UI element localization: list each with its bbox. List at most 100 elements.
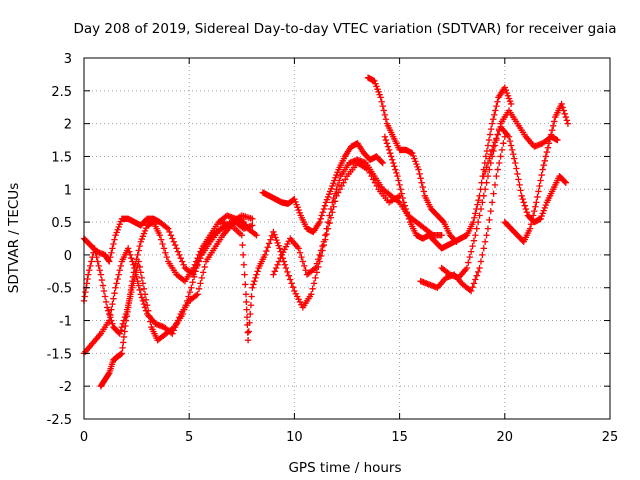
data-point-marker: [508, 146, 516, 154]
data-point-marker: [492, 107, 499, 114]
data-point-marker: [180, 261, 187, 268]
data-point-marker: [251, 277, 258, 285]
data-point-marker: [470, 280, 478, 287]
data-point-marker: [463, 264, 471, 272]
data-point-marker: [387, 153, 395, 160]
data-point-marker: [123, 312, 130, 320]
data-point-marker: [466, 253, 473, 261]
data-point-marker: [133, 256, 140, 263]
data-point-marker: [120, 339, 127, 346]
data-point-marker: [384, 143, 392, 150]
data-point-marker: [564, 120, 572, 127]
data-point-marker: [382, 136, 390, 144]
data-point-marker: [130, 269, 137, 276]
data-point-marker: [245, 328, 253, 335]
data-point-marker: [118, 323, 126, 331]
data-point-marker: [142, 296, 150, 303]
data-point-marker: [545, 140, 553, 147]
data-point-marker: [559, 104, 566, 111]
data-point-marker: [531, 207, 538, 215]
data-point-marker: [401, 202, 409, 209]
data-point-marker: [282, 264, 290, 272]
data-point-marker: [506, 137, 514, 145]
data-point-marker: [243, 306, 250, 313]
data-point-marker: [380, 107, 388, 114]
data-point-marker: [296, 249, 304, 256]
data-point-marker: [195, 285, 203, 293]
data-point-marker: [129, 277, 136, 285]
data-point-marker: [120, 333, 128, 341]
data-point-marker: [88, 258, 95, 265]
data-point-marker: [171, 241, 179, 249]
y-tick-label: -0.5: [47, 282, 72, 297]
data-point-marker: [473, 272, 480, 279]
data-point-marker: [178, 258, 186, 265]
data-point-marker: [418, 179, 425, 186]
data-point-marker: [91, 245, 98, 252]
data-point-marker: [274, 261, 281, 268]
y-tick-label: 2.5: [51, 85, 72, 100]
data-point-marker: [480, 192, 487, 200]
data-point-marker: [530, 212, 537, 219]
data-point-marker: [124, 245, 132, 252]
data-point-marker: [105, 257, 112, 264]
data-point-marker: [176, 251, 183, 259]
data-point-marker: [551, 118, 558, 125]
data-point-marker: [140, 300, 148, 308]
data-point-marker: [286, 276, 294, 283]
x-tick-label: 0: [80, 430, 88, 445]
data-point-marker: [173, 245, 180, 252]
data-point-marker: [195, 251, 203, 259]
data-point-marker: [483, 164, 490, 171]
data-point-marker: [491, 181, 499, 189]
data-point-marker: [511, 155, 518, 162]
data-point-marker: [313, 260, 321, 267]
data-point-marker: [250, 281, 257, 288]
data-point-marker: [515, 176, 522, 183]
data-point-marker: [139, 280, 147, 287]
data-point-marker: [319, 242, 326, 250]
data-point-marker: [95, 262, 102, 270]
data-point-marker: [516, 181, 523, 189]
data-point-marker: [386, 149, 394, 157]
data-point-marker: [249, 284, 256, 291]
satellite-track-13: [501, 100, 572, 245]
data-point-marker: [92, 249, 99, 256]
data-point-marker: [563, 117, 571, 124]
satellite-track-8: [364, 74, 460, 245]
data-point-marker: [192, 268, 199, 275]
data-point-marker: [243, 314, 251, 321]
data-point-marker: [271, 268, 278, 275]
data-point-marker: [197, 280, 204, 287]
data-point-marker: [83, 280, 91, 287]
satellite-track-9: [381, 84, 515, 252]
data-point-marker: [469, 283, 476, 291]
data-point-marker: [471, 214, 478, 221]
data-point-marker: [312, 274, 319, 282]
data-point-marker: [267, 236, 274, 243]
data-point-marker: [174, 248, 182, 255]
data-point-marker: [547, 131, 555, 138]
data-point-marker: [301, 262, 308, 270]
data-point-marker: [316, 218, 323, 226]
data-point-marker: [109, 320, 116, 328]
data-point-marker: [483, 179, 490, 186]
data-point-marker: [378, 98, 385, 105]
y-tick-label: 0.5: [51, 216, 72, 231]
data-point-marker: [100, 287, 108, 295]
data-point-marker: [315, 263, 322, 271]
data-point-marker: [318, 212, 325, 219]
data-point-marker: [420, 188, 427, 195]
data-point-marker: [416, 170, 423, 178]
x-tick-label: 15: [391, 430, 408, 445]
data-point-marker: [110, 295, 117, 302]
data-point-marker: [200, 269, 207, 276]
data-point-marker: [136, 242, 143, 250]
data-point-marker: [201, 263, 208, 271]
data-point-marker: [390, 159, 397, 167]
data-point-marker: [336, 177, 343, 184]
y-tick-label: -2.5: [47, 413, 72, 428]
data-point-marker: [97, 271, 105, 278]
